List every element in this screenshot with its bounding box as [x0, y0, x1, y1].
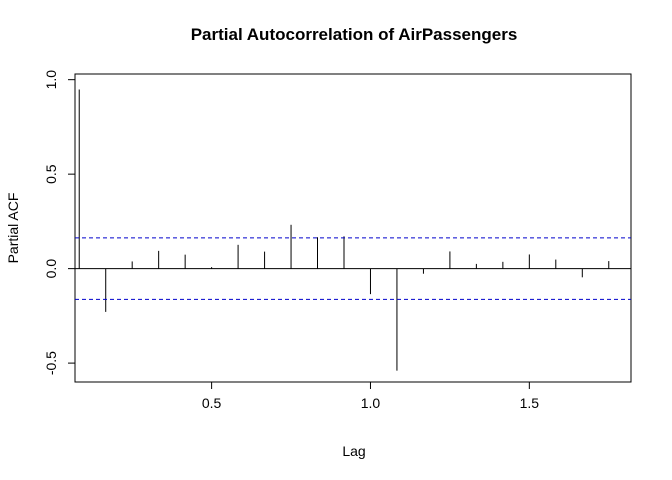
x-axis: 0.5 1.0 1.5 — [202, 382, 539, 411]
y-tick-label: 0.5 — [43, 164, 59, 184]
y-tick-label: 1.0 — [43, 70, 59, 90]
y-tick-label: 0.0 — [43, 259, 59, 279]
plot-frame — [74, 73, 632, 383]
x-tick-label: 1.0 — [361, 395, 381, 411]
x-tick-label: 1.5 — [520, 395, 540, 411]
x-tick-label: 0.5 — [202, 395, 222, 411]
y-axis-label: Partial ACF — [5, 193, 21, 264]
x-axis-label: Lag — [342, 443, 365, 459]
bars-group — [75, 89, 631, 371]
confidence-bounds — [75, 237, 631, 300]
y-tick-label: -0.5 — [43, 351, 59, 375]
chart-title: Partial Autocorrelation of AirPassengers — [191, 25, 518, 44]
y-axis: -0.5 0.0 0.5 1.0 — [43, 70, 75, 375]
